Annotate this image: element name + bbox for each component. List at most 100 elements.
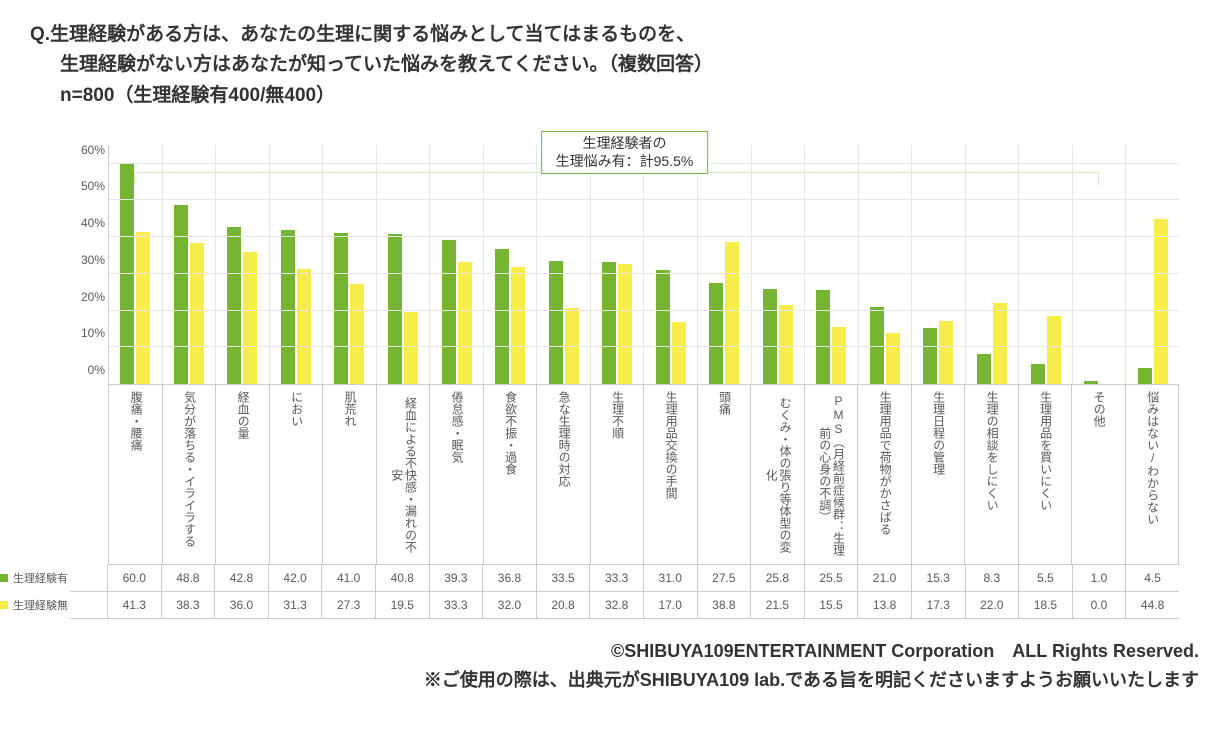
bars-container: [109, 145, 1179, 384]
bar-group: [537, 145, 591, 384]
bar-group: [270, 145, 324, 384]
bar: [672, 322, 686, 385]
series-label: 生理経験無: [70, 592, 108, 618]
bar: [725, 242, 739, 385]
x-axis-label: 生理の相談をしにくい: [965, 385, 1019, 565]
bar: [174, 205, 188, 384]
gridline: [109, 273, 1179, 274]
bar-group: [323, 145, 377, 384]
x-axis-labels: 腹痛・腰痛気分が落ちる・イライラする経血の量におい肌荒れ経血による不快感・漏れの…: [108, 385, 1179, 565]
bar: [1047, 316, 1061, 384]
data-cell: 27.5: [698, 565, 752, 591]
data-cell: 18.5: [1019, 592, 1073, 618]
bar: [458, 262, 472, 384]
data-cell: 39.3: [430, 565, 484, 591]
bar: [709, 283, 723, 384]
bar: [923, 328, 937, 384]
bar-group: [698, 145, 752, 384]
data-cell: 20.8: [537, 592, 591, 618]
series-label: 生理経験有: [70, 565, 108, 591]
data-cell: 42.8: [215, 565, 269, 591]
data-table: 生理経験有60.048.842.842.041.040.839.336.833.…: [70, 565, 1179, 619]
data-row: 生理経験無41.338.336.031.327.319.533.332.020.…: [70, 592, 1179, 619]
x-axis-label: その他: [1072, 385, 1126, 565]
x-axis-label: 倦怠感・眠気: [430, 385, 484, 565]
y-tick: 30%: [71, 253, 105, 267]
bar-group: [430, 145, 484, 384]
question-line2: 生理経験がない方はあなたが知っていた悩みを教えてください。（複数回答）: [30, 50, 1199, 80]
data-cell: 13.8: [858, 592, 912, 618]
y-tick: 50%: [71, 179, 105, 193]
data-cell: 33.5: [537, 565, 591, 591]
bar: [190, 243, 204, 384]
data-cell: 1.0: [1073, 565, 1127, 591]
bar-group: [1019, 145, 1073, 384]
data-cell: 21.0: [858, 565, 912, 591]
data-cell: 17.3: [912, 592, 966, 618]
data-cell: 22.0: [966, 592, 1020, 618]
data-cell: 21.5: [751, 592, 805, 618]
data-cell: 32.8: [590, 592, 644, 618]
bar: [1031, 364, 1045, 384]
credit-line2: ※ご使用の際は、出典元がSHIBUYA109 lab.である旨を明記くださいます…: [30, 666, 1199, 695]
data-cell: 32.0: [483, 592, 537, 618]
bar: [602, 262, 616, 384]
x-axis-label: 経血の量: [216, 385, 270, 565]
x-axis-label: におい: [270, 385, 324, 565]
bar: [227, 227, 241, 384]
plot-area: 0%10%20%30%40%50%60%: [108, 145, 1179, 385]
data-cell: 15.3: [912, 565, 966, 591]
data-cell: 0.0: [1073, 592, 1127, 618]
bar: [1154, 219, 1168, 384]
bar: [993, 303, 1007, 384]
data-cell: 41.0: [322, 565, 376, 591]
bar-group: [591, 145, 645, 384]
bar: [442, 240, 456, 385]
bar: [763, 289, 777, 384]
data-cell: 33.3: [590, 565, 644, 591]
legend-text: 生理経験無: [13, 597, 68, 613]
data-cell: 41.3: [108, 592, 162, 618]
data-cell: 25.8: [751, 565, 805, 591]
annotation-line1: 生理経験者の: [556, 134, 694, 152]
y-tick: 10%: [71, 326, 105, 340]
bar: [779, 305, 793, 384]
data-cell: 5.5: [1019, 565, 1073, 591]
data-cell: 40.8: [376, 565, 430, 591]
bar-group: [805, 145, 859, 384]
bar: [618, 264, 632, 385]
data-cell: 33.3: [430, 592, 484, 618]
gridline: [109, 310, 1179, 311]
gridline: [109, 199, 1179, 200]
bar-group: [1126, 145, 1179, 384]
data-cells: 41.338.336.031.327.319.533.332.020.832.8…: [108, 592, 1179, 618]
bar-group: [644, 145, 698, 384]
bar-group: [966, 145, 1020, 384]
bar: [886, 333, 900, 384]
chart-container: 生理経験者の 生理悩み有：計95.5% 0%10%20%30%40%50%60%…: [70, 145, 1179, 619]
bar: [816, 290, 830, 384]
legend-text: 生理経験有: [13, 570, 68, 586]
y-tick: 60%: [71, 143, 105, 157]
bar-group: [377, 145, 431, 384]
data-cell: 27.3: [322, 592, 376, 618]
bar: [656, 270, 670, 384]
x-axis-label: 肌荒れ: [323, 385, 377, 565]
bar: [404, 312, 418, 384]
legend-swatch: [0, 574, 8, 582]
data-cell: 25.5: [805, 565, 859, 591]
bar-group: [752, 145, 806, 384]
bar-group: [484, 145, 538, 384]
data-row: 生理経験有60.048.842.842.041.040.839.336.833.…: [70, 565, 1179, 592]
x-axis-label: 生理日程の管理: [912, 385, 966, 565]
data-cell: 8.3: [966, 565, 1020, 591]
x-axis-label: 生理用品で荷物がかさばる: [858, 385, 912, 565]
bar: [297, 269, 311, 384]
x-axis-label: 生理用品を買いにくい: [1019, 385, 1073, 565]
question-block: Q.生理経験がある方は、あなたの生理に関する悩みとして当てはまるものを、 生理経…: [30, 20, 1199, 111]
question-line3: n=800（生理経験有400/無400）: [30, 81, 1199, 111]
bar: [939, 321, 953, 385]
data-cell: 36.0: [215, 592, 269, 618]
bar-group: [912, 145, 966, 384]
x-axis-label: 生理用品交換の手間: [644, 385, 698, 565]
